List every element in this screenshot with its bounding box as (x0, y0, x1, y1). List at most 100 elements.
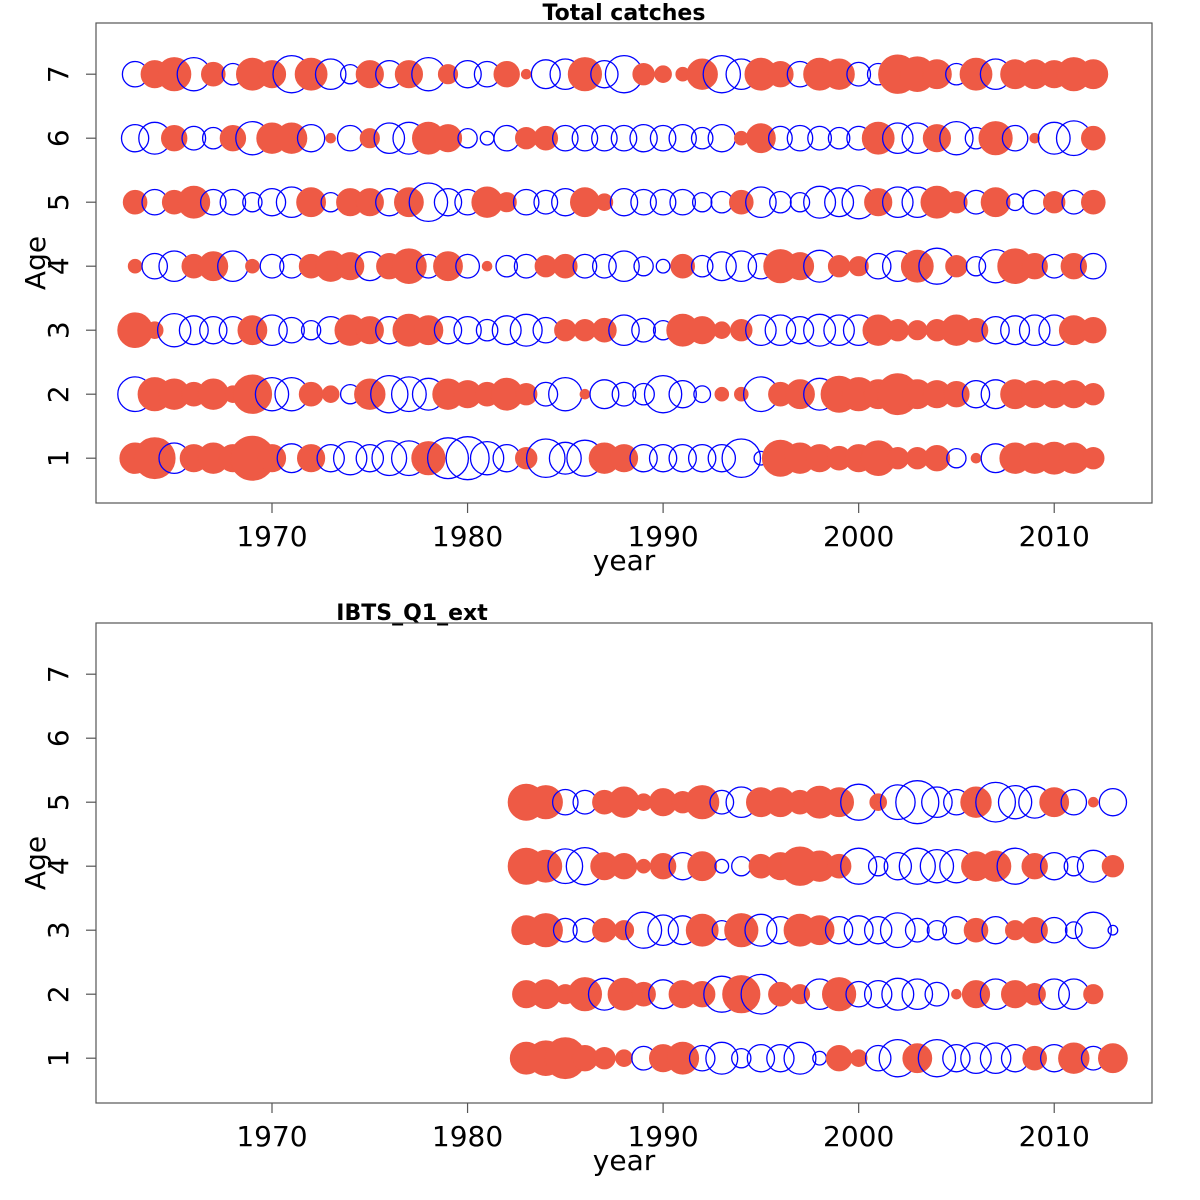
bubble-positive (978, 121, 1013, 156)
panel-title: IBTS_Q1_ext (336, 601, 488, 626)
bubble-positive (729, 189, 754, 215)
bubble-positive (1029, 132, 1040, 144)
bubble-negative (1001, 124, 1029, 152)
bubble-positive (734, 386, 749, 402)
y-tick-label: 7 (42, 665, 75, 683)
x-tick-label: 2010 (1019, 1120, 1090, 1153)
bubble-positive (685, 913, 719, 947)
bubble-positive (595, 193, 614, 211)
bubble-negative (1038, 978, 1071, 1011)
bubble-negative (433, 187, 463, 217)
x-tick-label: 1970 (236, 1120, 307, 1153)
bubble-negative (571, 124, 599, 152)
bubble-negative (714, 858, 730, 874)
bubble-negative (745, 186, 777, 219)
bubble-positive (1039, 787, 1070, 818)
bubble-negative (731, 1047, 752, 1069)
bubble-positive (963, 317, 989, 343)
bubble-negative (533, 381, 559, 407)
bubble-negative (1040, 916, 1068, 944)
bubble-negative (863, 979, 893, 1009)
bubble-positive (1021, 917, 1048, 944)
bubble-negative (589, 379, 620, 410)
bubble-positive (297, 444, 326, 473)
bubble-positive (864, 188, 893, 217)
bubble-negative (648, 443, 678, 473)
bubble-negative (643, 374, 683, 414)
bubble-positive (963, 917, 989, 943)
bubble-negative (709, 789, 735, 815)
x-tick-label: 2000 (823, 1120, 894, 1153)
bubble-negative (898, 847, 936, 885)
bubble-positive (533, 125, 559, 151)
bubble-positive (433, 251, 463, 282)
bubble-positive (161, 125, 188, 152)
bubble-negative (242, 191, 263, 213)
bubble-positive (1023, 983, 1046, 1006)
bubble-negative (629, 443, 658, 473)
bubble-positive (1022, 1045, 1047, 1071)
x-axis-title: year (593, 1144, 656, 1177)
bubble-negative (895, 780, 940, 825)
bubble-positive (321, 385, 340, 404)
ibts-q1-ext-panel: IBTS_Q1_ext 1970 1980 1990 2000 20101234567 … (19, 601, 1153, 1177)
bubble-positive (529, 849, 563, 883)
bubble-positive (201, 61, 226, 87)
bubble-positive (528, 785, 563, 820)
bubble-positive (827, 255, 851, 278)
bubble-negative (1098, 787, 1128, 817)
bubble-negative (690, 254, 714, 278)
bubble-positive (1088, 796, 1099, 808)
bubble-negative (547, 848, 584, 885)
bubble-negative (803, 313, 837, 347)
y-axis-title: Age (19, 236, 52, 290)
bubble-negative (633, 255, 654, 277)
bubble-negative (706, 251, 737, 282)
bubble-negative (901, 978, 934, 1011)
bubble-positive (1058, 1042, 1090, 1074)
bubble-positive (127, 258, 143, 274)
bubble-negative (845, 980, 873, 1008)
bubble-negative (469, 440, 505, 476)
x-tick-label: 1970 (236, 520, 307, 553)
bubble-negative (744, 913, 778, 947)
bubble-positive (325, 132, 337, 144)
bubble-negative (789, 191, 811, 213)
y-tick-label: 3 (42, 321, 75, 339)
bubble-positive (822, 977, 857, 1012)
bubble-negative (946, 447, 967, 469)
bubble-positive (849, 1049, 868, 1067)
bubble-positive (724, 913, 759, 948)
bubble-negative (879, 912, 916, 949)
bubble-negative (1079, 252, 1107, 280)
bubble-negative (786, 124, 814, 152)
bubble-negative (981, 315, 1010, 345)
bubble-negative (731, 855, 752, 877)
bubble-negative (371, 440, 408, 477)
bubble-negative (551, 124, 579, 152)
y-tick-label: 1 (42, 449, 75, 467)
y-tick-label: 3 (42, 921, 75, 939)
bubble-negative (669, 188, 697, 216)
bubble-positive (1082, 447, 1105, 470)
bubble-negative (879, 784, 916, 821)
bubble-positive (219, 125, 247, 152)
bubble-positive (826, 853, 852, 879)
bubble-positive (570, 187, 600, 218)
x-tick-label: 1990 (627, 1120, 698, 1153)
bubble-positive (433, 124, 463, 153)
bubble-positive (970, 452, 982, 464)
bubble-negative (609, 187, 639, 217)
y-tick-label: 2 (42, 985, 75, 1003)
bubble-positive (515, 383, 538, 406)
bubble-negative (864, 252, 892, 280)
bubble-negative (551, 788, 579, 816)
bubble-positive (945, 255, 968, 278)
bubble-positive (528, 913, 563, 948)
bubble-negative (881, 186, 914, 219)
bubble-negative (120, 123, 150, 153)
bubble-negative (904, 917, 930, 943)
bubble-positive (685, 785, 720, 820)
bubble-positive (198, 251, 229, 282)
bubble-positive (961, 980, 991, 1009)
